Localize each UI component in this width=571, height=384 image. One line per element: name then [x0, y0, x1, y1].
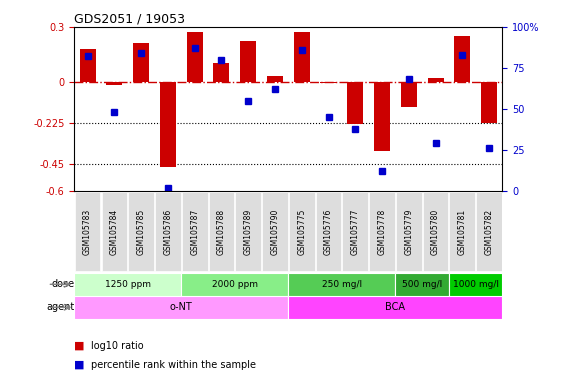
Bar [428, 78, 444, 81]
FancyBboxPatch shape [316, 192, 341, 271]
FancyBboxPatch shape [396, 192, 421, 271]
Bar [214, 63, 230, 81]
FancyBboxPatch shape [343, 192, 368, 271]
Bar [106, 81, 122, 85]
Text: agent: agent [46, 302, 74, 312]
Bar [293, 32, 309, 81]
Text: 1250 ppm: 1250 ppm [104, 280, 151, 289]
Bar [267, 76, 283, 81]
Bar [449, 273, 502, 296]
FancyBboxPatch shape [449, 192, 475, 271]
Text: 2000 ppm: 2000 ppm [212, 280, 258, 289]
Text: GSM105781: GSM105781 [458, 209, 467, 255]
Text: GSM105780: GSM105780 [431, 209, 440, 255]
Text: GSM105789: GSM105789 [244, 209, 253, 255]
Bar [79, 49, 96, 81]
FancyBboxPatch shape [155, 192, 181, 271]
FancyBboxPatch shape [235, 192, 261, 271]
FancyBboxPatch shape [423, 192, 448, 271]
FancyBboxPatch shape [75, 192, 100, 271]
Text: ■: ■ [74, 360, 85, 370]
FancyBboxPatch shape [476, 192, 502, 271]
FancyBboxPatch shape [102, 192, 127, 271]
Bar [395, 273, 449, 296]
Bar [401, 81, 417, 107]
Text: 250 mg/l: 250 mg/l [322, 280, 362, 289]
Text: GSM105790: GSM105790 [271, 209, 279, 255]
Bar [182, 273, 288, 296]
Bar [455, 36, 471, 81]
FancyBboxPatch shape [369, 192, 395, 271]
Bar [187, 32, 203, 81]
Text: o-NT: o-NT [170, 302, 192, 312]
Bar [288, 273, 395, 296]
Text: percentile rank within the sample: percentile rank within the sample [91, 360, 256, 370]
Text: GSM105783: GSM105783 [83, 209, 92, 255]
Bar [160, 81, 176, 167]
Text: GSM105788: GSM105788 [217, 209, 226, 255]
Bar [74, 273, 182, 296]
Bar [374, 81, 390, 151]
Text: log10 ratio: log10 ratio [91, 341, 144, 351]
Bar [320, 81, 336, 83]
Text: BCA: BCA [385, 302, 405, 312]
Text: GSM105776: GSM105776 [324, 209, 333, 255]
Bar [240, 41, 256, 81]
FancyBboxPatch shape [208, 192, 234, 271]
Text: 500 mg/l: 500 mg/l [402, 280, 443, 289]
FancyBboxPatch shape [262, 192, 288, 271]
Bar [481, 81, 497, 123]
Text: GSM105777: GSM105777 [351, 209, 360, 255]
Bar [133, 43, 149, 81]
Text: ■: ■ [74, 341, 85, 351]
FancyBboxPatch shape [289, 192, 315, 271]
Text: 1000 mg/l: 1000 mg/l [453, 280, 498, 289]
Text: GSM105786: GSM105786 [163, 209, 172, 255]
Text: GDS2051 / 19053: GDS2051 / 19053 [74, 13, 185, 26]
Text: GSM105787: GSM105787 [190, 209, 199, 255]
Bar [74, 296, 288, 319]
Text: GSM105785: GSM105785 [136, 209, 146, 255]
Text: GSM105775: GSM105775 [297, 209, 306, 255]
FancyBboxPatch shape [182, 192, 207, 271]
FancyBboxPatch shape [128, 192, 154, 271]
Bar [347, 81, 363, 124]
Bar [288, 296, 502, 319]
Text: dose: dose [51, 279, 74, 289]
Text: GSM105778: GSM105778 [377, 209, 387, 255]
Text: GSM105782: GSM105782 [485, 209, 493, 255]
Text: GSM105784: GSM105784 [110, 209, 119, 255]
Text: GSM105779: GSM105779 [404, 209, 413, 255]
